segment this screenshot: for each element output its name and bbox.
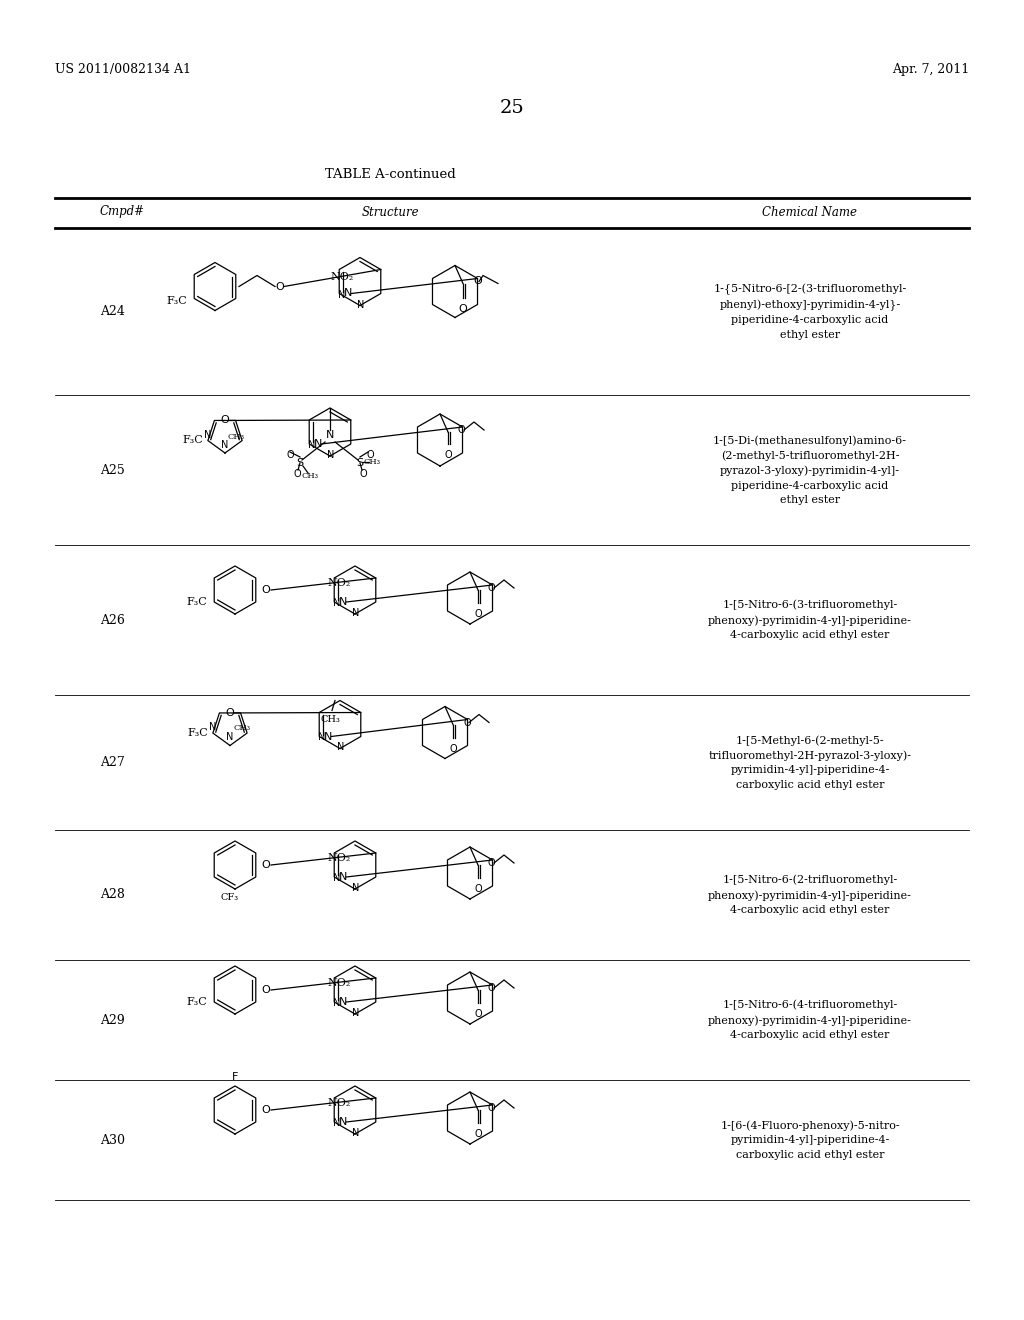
Text: N: N: [337, 742, 345, 752]
Text: N: N: [326, 430, 334, 440]
Text: O: O: [488, 858, 496, 869]
Text: N: N: [339, 1117, 347, 1127]
Text: N: N: [328, 450, 335, 459]
Text: Apr. 7, 2011: Apr. 7, 2011: [892, 63, 969, 77]
Text: F₃C: F₃C: [187, 727, 208, 738]
Text: O: O: [459, 304, 467, 314]
Text: N: N: [314, 440, 323, 449]
Text: NO₂: NO₂: [328, 1098, 350, 1107]
Text: 25: 25: [500, 99, 524, 117]
Text: O: O: [286, 450, 294, 459]
Text: 1-[5-Nitro-6-(3-trifluoromethyl-
phenoxy)-pyrimidin-4-yl]-piperidine-
4-carboxyl: 1-[5-Nitro-6-(3-trifluoromethyl- phenoxy…: [708, 599, 912, 640]
Text: F₃C: F₃C: [166, 297, 187, 306]
Text: N: N: [352, 883, 359, 894]
Text: 1-{5-Nitro-6-[2-(3-trifluoromethyl-
phenyl)-ethoxy]-pyrimidin-4-yl}-
piperidine-: 1-{5-Nitro-6-[2-(3-trifluoromethyl- phen…: [714, 284, 906, 339]
Text: Cmpd#: Cmpd#: [100, 206, 145, 219]
Text: CH₃: CH₃: [234, 725, 251, 733]
Text: N: N: [317, 733, 325, 742]
Text: Chemical Name: Chemical Name: [763, 206, 857, 219]
Text: N: N: [333, 1118, 340, 1129]
Text: CH₃: CH₃: [321, 714, 340, 723]
Text: 1-[5-Di-(methanesulfonyl)amino-6-
(2-methyl-5-trifluoromethyl-2H-
pyrazol-3-ylox: 1-[5-Di-(methanesulfonyl)amino-6- (2-met…: [713, 436, 907, 506]
Text: O: O: [220, 416, 228, 425]
Text: O: O: [293, 469, 301, 479]
Text: A26: A26: [100, 614, 125, 627]
Text: O: O: [474, 884, 482, 894]
Text: US 2011/0082134 A1: US 2011/0082134 A1: [55, 63, 191, 77]
Text: Structure: Structure: [361, 206, 419, 219]
Text: O: O: [474, 1008, 482, 1019]
Text: O: O: [261, 585, 270, 595]
Text: O: O: [261, 861, 270, 870]
Text: O: O: [488, 983, 496, 993]
Text: CH₃: CH₃: [364, 458, 381, 466]
Text: N: N: [352, 609, 359, 618]
Text: A28: A28: [100, 888, 125, 902]
Text: N: N: [204, 429, 212, 440]
Text: N: N: [333, 873, 340, 883]
Text: N: N: [339, 997, 347, 1007]
Text: 1-[5-Methyl-6-(2-methyl-5-
trifluoromethyl-2H-pyrazol-3-yloxy)-
pyrimidin-4-yl]-: 1-[5-Methyl-6-(2-methyl-5- trifluorometh…: [709, 735, 911, 789]
Text: CH₃: CH₃: [228, 433, 245, 441]
Text: O: O: [463, 718, 471, 727]
Text: O: O: [458, 425, 466, 436]
Text: NO₂: NO₂: [328, 853, 350, 863]
Text: N: N: [357, 300, 365, 309]
Text: TABLE A-continued: TABLE A-continued: [325, 169, 456, 181]
Text: F: F: [231, 1072, 239, 1082]
Text: F₃C: F₃C: [182, 436, 203, 445]
Text: O: O: [225, 708, 233, 718]
Text: 1-[5-Nitro-6-(2-trifluoromethyl-
phenoxy)-pyrimidin-4-yl]-piperidine-
4-carboxyl: 1-[5-Nitro-6-(2-trifluoromethyl- phenoxy…: [708, 875, 912, 915]
Text: 1-[6-(4-Fluoro-phenoxy)-5-nitro-
pyrimidin-4-yl]-piperidine-4-
carboxylic acid e: 1-[6-(4-Fluoro-phenoxy)-5-nitro- pyrimid…: [720, 1121, 900, 1160]
Text: O: O: [450, 743, 457, 754]
Text: 1-[5-Nitro-6-(4-trifluoromethyl-
phenoxy)-pyrimidin-4-yl]-piperidine-
4-carboxyl: 1-[5-Nitro-6-(4-trifluoromethyl- phenoxy…: [708, 999, 912, 1040]
Text: O: O: [261, 1105, 270, 1115]
Text: N: N: [344, 289, 352, 298]
Text: N: N: [352, 1008, 359, 1018]
Text: O: O: [488, 1104, 496, 1113]
Text: CH₃: CH₃: [301, 473, 318, 480]
Text: A30: A30: [100, 1134, 125, 1147]
Text: CF₃: CF₃: [221, 894, 239, 902]
Text: S: S: [296, 458, 303, 469]
Text: A25: A25: [100, 463, 125, 477]
Text: F₃C: F₃C: [186, 597, 207, 607]
Text: N: N: [338, 289, 345, 300]
Text: F₃C: F₃C: [186, 997, 207, 1007]
Text: O: O: [474, 609, 482, 619]
Text: O: O: [359, 469, 367, 479]
Text: N: N: [209, 722, 216, 733]
Text: A29: A29: [100, 1014, 125, 1027]
Text: O: O: [261, 985, 270, 995]
Text: NO₂: NO₂: [331, 272, 353, 281]
Text: N: N: [307, 440, 315, 450]
Text: N: N: [325, 731, 333, 742]
Text: N: N: [339, 597, 347, 607]
Text: N: N: [333, 598, 340, 609]
Text: O: O: [275, 282, 285, 293]
Text: O: O: [473, 276, 481, 286]
Text: N: N: [226, 733, 233, 742]
Text: NO₂: NO₂: [328, 978, 350, 987]
Text: N: N: [333, 998, 340, 1008]
Text: S: S: [356, 458, 364, 469]
Text: A27: A27: [100, 756, 125, 770]
Text: N: N: [221, 440, 228, 450]
Text: O: O: [474, 1129, 482, 1139]
Text: A24: A24: [100, 305, 125, 318]
Text: O: O: [367, 450, 374, 459]
Text: N: N: [339, 873, 347, 882]
Text: N: N: [352, 1129, 359, 1138]
Text: NO₂: NO₂: [328, 578, 350, 587]
Text: O: O: [444, 450, 452, 459]
Text: O: O: [488, 583, 496, 593]
